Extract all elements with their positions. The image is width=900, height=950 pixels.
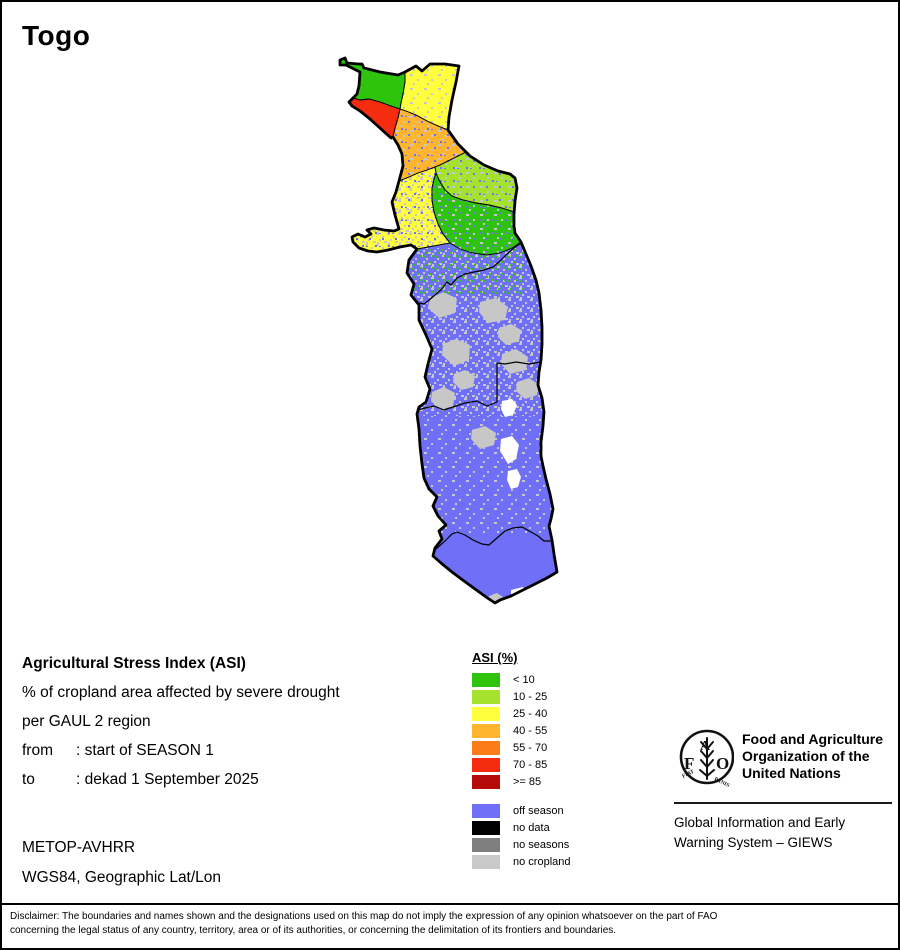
fao-letter-o: O [716,754,729,773]
legend-swatch [472,690,500,704]
legend-swatch [472,804,500,818]
boundary-centrale-plateaux [417,361,542,411]
asi-legend: ASI (%) < 10 10 - 25 25 - 40 40 - 55 55 - 70… [472,650,571,872]
info-heading: Agricultural Stress Index (ASI) [22,655,246,672]
admin-boundaries [411,242,551,550]
legend-swatch [472,673,500,687]
to-label: to [22,771,35,788]
giews-text: Global Information and Early Warning Sys… [674,813,892,853]
info-from-row: from : start of SEASON 1 [22,742,452,760]
no-value-gaps [500,399,527,596]
legend-row: no data [472,821,571,835]
fao-separator [674,802,892,804]
legend-swatch [472,707,500,721]
legend-label: no data [513,822,550,834]
legend-row: >= 85 [472,775,571,789]
disclaimer: Disclaimer: The boundaries and names sho… [2,903,898,948]
boundary-plateaux-maritime [435,526,551,550]
legend-row: 25 - 40 [472,707,571,721]
fao-org-line: Organization of the [742,748,870,764]
legend-swatch [472,741,500,755]
legend-label: off season [513,805,564,817]
fao-org-line: United Nations [742,765,841,781]
fao-letter-f: F [684,754,694,773]
legend-row: 40 - 55 [472,724,571,738]
boundary-kara-centrale [411,242,522,305]
info-to-row: to : dekad 1 September 2025 [22,771,452,789]
legend-row: 70 - 85 [472,758,571,772]
legend-gap [472,792,571,804]
legend-row: 10 - 25 [472,690,571,704]
fao-logo-row: A F O FIAT PANIS Food and Agriculture Or… [674,726,892,788]
info-line-1: % of cropland area affected by severe dr… [22,684,340,701]
to-value: : dekad 1 September 2025 [76,771,259,788]
legend-label: 10 - 25 [513,691,548,703]
legend-row: no cropland [472,855,571,869]
fao-letter-a: A [700,739,711,754]
legend-swatch [472,855,500,869]
info-block: Agricultural Stress Index (ASI) % of cro… [22,655,452,800]
fao-logo-icon: A F O FIAT PANIS [679,729,734,788]
info-line-2: per GAUL 2 region [22,713,151,730]
legend-rows: < 10 10 - 25 25 - 40 40 - 55 55 - 70 70 - 85 >… [472,673,571,869]
fao-org-line: Food and Agriculture [742,731,884,747]
from-value: : start of SEASON 1 [76,742,214,759]
sensor-line: METOP-AVHRR [22,839,136,856]
sensor-block: METOP-AVHRR WGS84, Geographic Lat/Lon [22,839,221,899]
disclaimer-line-1: Disclaimer: The boundaries and names sho… [10,911,718,922]
legend-label: < 10 [513,674,535,686]
legend-label: no cropland [513,856,571,868]
disclaimer-line-2: concerning the legal status of any count… [10,925,617,936]
legend-row: < 10 [472,673,571,687]
legend-swatch [472,724,500,738]
fao-motto-right: PANIS [713,776,730,788]
fao-org-name: Food and Agriculture Organization of the… [742,726,883,782]
legend-label: >= 85 [513,776,542,788]
legend-label: 25 - 40 [513,708,548,720]
legend-label: 55 - 70 [513,742,548,754]
projection-line: WGS84, Geographic Lat/Lon [22,869,222,886]
fao-motto-left: FIAT [681,769,695,780]
wheat-ear-icon [699,737,715,780]
legend-row: no seasons [472,838,571,852]
legend-label: 40 - 55 [513,725,548,737]
giews-line: Global Information and Early [674,815,846,830]
giews-line: Warning System – GIEWS [674,835,833,850]
legend-swatch [472,775,500,789]
no-cropland-patches [428,292,538,603]
legend-title: ASI (%) [472,650,518,665]
page-title: Togo [22,20,91,51]
legend-label: 70 - 85 [513,759,548,771]
legend-swatch [472,821,500,835]
from-label: from [22,742,53,759]
legend-swatch [472,758,500,772]
fao-block: A F O FIAT PANIS Food and Agriculture Or… [674,726,892,853]
legend-label: no seasons [513,839,570,851]
legend-row: 55 - 70 [472,741,571,755]
legend-row: off season [472,804,571,818]
speckle-band-green [408,245,526,297]
legend-swatch [472,838,500,852]
